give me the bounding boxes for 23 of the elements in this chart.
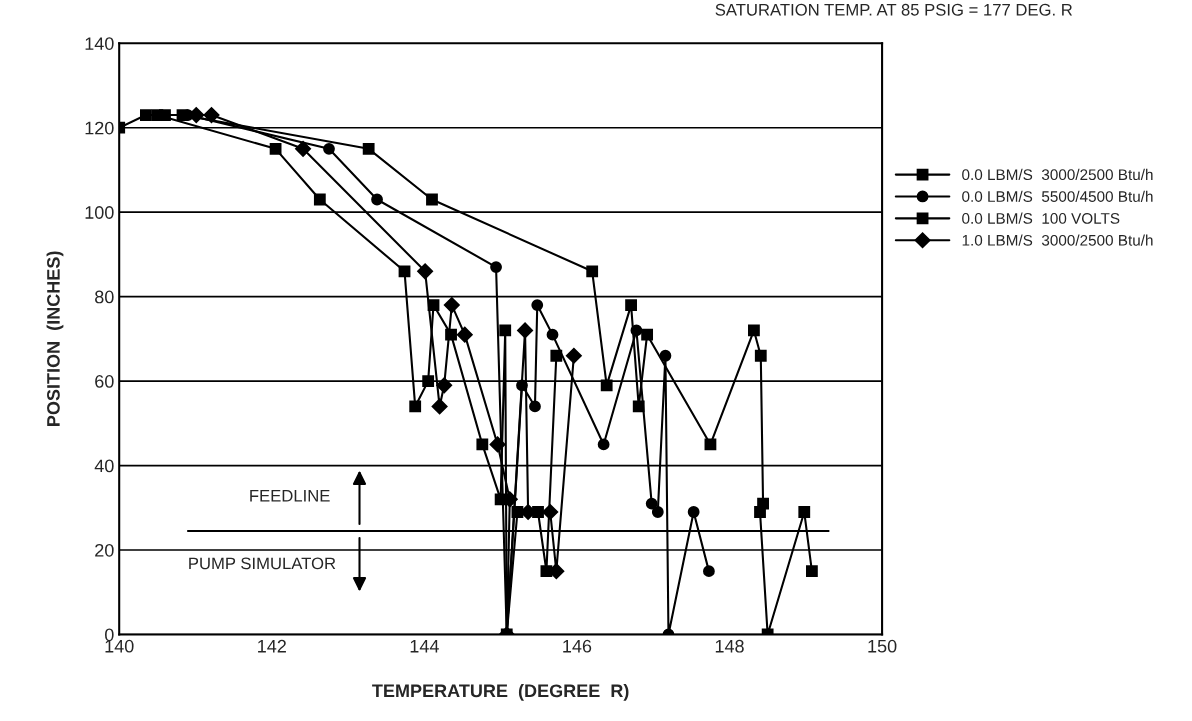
y-tick-label: 140 [85, 37, 114, 50]
y-axis-title: POSITION (INCHES) [46, 251, 64, 426]
y-tick-label: 60 [95, 375, 114, 388]
y-tick-label: 40 [94, 459, 114, 473]
x-axis-title: TEMPERATURE (DEGREE R) [372, 683, 629, 701]
legend-label: 0.0 LBM/S 5500/4500 Btu/h [962, 190, 1153, 202]
x-tick-label: 148 [715, 639, 744, 653]
y-tick-label: 0 [105, 628, 114, 642]
y-tick-label: 80 [95, 290, 114, 304]
legend-label: 1.0 LBM/S 3000/2500 Btu/h [962, 234, 1153, 246]
annotation: FEEDLINE [250, 490, 330, 502]
x-tick-label: 146 [563, 639, 592, 653]
x-tick-label: 150 [868, 639, 897, 653]
legend-label: 0.0 LBM/S 100 VOLTS [962, 212, 1120, 224]
y-tick-label: 20 [95, 543, 114, 557]
legend-label: 0.0 LBM/S 3000/2500 Btu/h [962, 168, 1153, 181]
x-tick-label: 144 [410, 640, 439, 653]
x-tick-label: 140 [105, 639, 134, 653]
y-tick-label: 100 [85, 206, 114, 219]
annotation: PUMP SIMULATOR [189, 557, 336, 570]
x-tick-label: 142 [258, 639, 286, 653]
y-tick-label: 120 [85, 121, 114, 135]
chart-title: SATURATION TEMP. AT 85 PSIG = 177 DEG. R [715, 3, 1073, 16]
